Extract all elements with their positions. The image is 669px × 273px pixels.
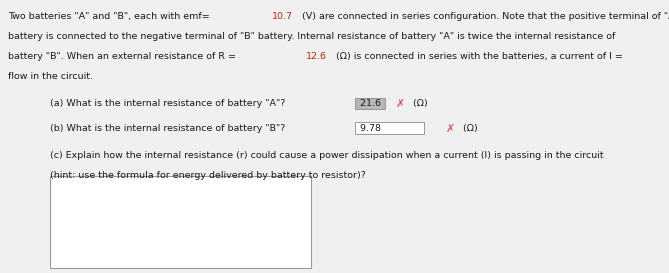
Text: flow in the circuit.: flow in the circuit. <box>8 72 93 81</box>
Text: 9.78: 9.78 <box>357 124 423 133</box>
Text: battery is connected to the negative terminal of "B" battery. Internal resistanc: battery is connected to the negative ter… <box>8 32 615 41</box>
Text: Two batteries "A" and "B", each with emf=: Two batteries "A" and "B", each with emf… <box>8 12 213 21</box>
Text: ✗: ✗ <box>395 99 405 109</box>
Bar <box>50 176 311 268</box>
Text: (V) are connected in series configuration. Note that the positive terminal of "A: (V) are connected in series configuratio… <box>299 12 669 21</box>
Text: 10.7: 10.7 <box>272 12 293 21</box>
Text: (hint: use the formula for energy delivered by battery to resistor)?: (hint: use the formula for energy delive… <box>50 171 366 180</box>
Text: ✗: ✗ <box>446 124 455 134</box>
Text: (Ω): (Ω) <box>410 99 427 108</box>
Text: (c) Explain how the internal resistance (r) could cause a power dissipation when: (c) Explain how the internal resistance … <box>50 151 604 160</box>
Text: 21.6: 21.6 <box>357 99 383 108</box>
Text: (Ω): (Ω) <box>460 124 478 133</box>
Text: (Ω) is connected in series with the batteries, a current of I =: (Ω) is connected in series with the batt… <box>333 52 626 61</box>
Text: (a) What is the internal resistance of battery "A"?: (a) What is the internal resistance of b… <box>50 99 286 108</box>
Text: 12.6: 12.6 <box>306 52 327 61</box>
Text: battery "B". When an external resistance of R =: battery "B". When an external resistance… <box>8 52 239 61</box>
Text: (b) What is the internal resistance of battery "B"?: (b) What is the internal resistance of b… <box>50 124 286 133</box>
